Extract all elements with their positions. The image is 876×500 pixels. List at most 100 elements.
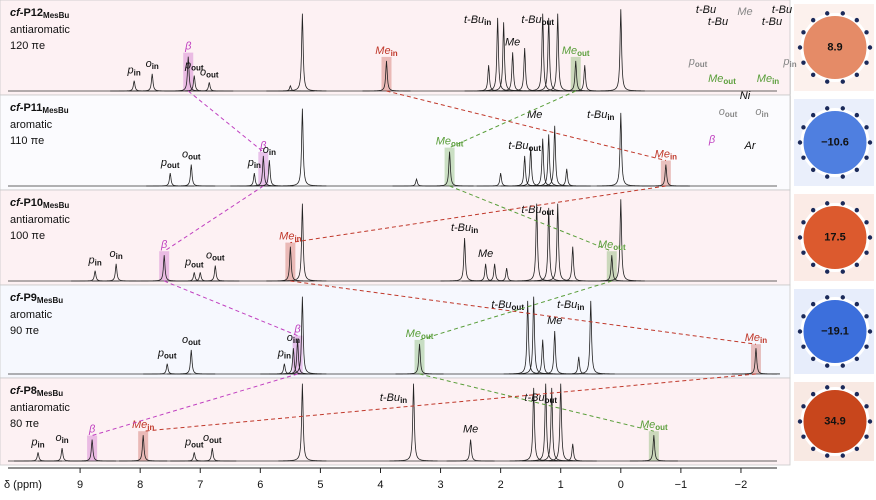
x-tick-label: −1 [675, 479, 688, 491]
text-part: out [529, 144, 542, 153]
panel [0, 377, 791, 466]
peak [596, 9, 645, 92]
peak-label: Meout [406, 328, 434, 341]
text-part: t-Bu [380, 392, 400, 404]
text-part: t-Bu [587, 109, 607, 121]
peak [71, 270, 120, 282]
connector [449, 90, 576, 149]
peak [170, 75, 219, 92]
nics-atom [864, 404, 869, 409]
x-tick-label: 4 [377, 479, 383, 491]
text-part: p [688, 56, 695, 68]
text-part: P11 [23, 102, 42, 114]
nics-atom [854, 262, 860, 268]
nics-atom [854, 167, 860, 173]
peak [533, 203, 582, 282]
text-part: out [512, 303, 525, 312]
peak [470, 263, 519, 282]
spectrum [8, 108, 777, 187]
peak-label: pout [184, 436, 204, 449]
peak [566, 300, 615, 375]
electron-count: 120 πe [10, 40, 45, 52]
structure-label: β [708, 134, 716, 146]
nics-atom [864, 125, 869, 130]
peak [548, 443, 597, 462]
x-tick-label: 7 [197, 479, 203, 491]
text-part: p [184, 256, 191, 268]
spectrum-name: cf-P9MesBu [10, 292, 63, 305]
nics-value: −19.1 [821, 325, 849, 337]
peak-highlight [138, 431, 149, 461]
text-part: in [116, 252, 123, 261]
peak-label: Meout [562, 45, 590, 58]
text-part: t-Bu [557, 299, 577, 311]
peak-label: pin [127, 65, 141, 78]
text-part: t-Bu [521, 204, 541, 216]
nics-atom [801, 30, 806, 35]
nics-atom [854, 112, 860, 118]
peak-label: pout [157, 348, 177, 361]
text-part: out [542, 18, 555, 27]
aromaticity: antiaromatic [10, 24, 70, 36]
x-tick-label: 2 [498, 479, 504, 491]
text-part: Me [505, 36, 520, 48]
text-part: Ni [740, 90, 751, 102]
text-part: in [147, 423, 154, 432]
text-part: β [259, 140, 267, 152]
text-part: t-Bu [491, 299, 511, 311]
peak-label: β [293, 324, 301, 336]
text-part: p [157, 348, 164, 360]
text-part: in [471, 226, 478, 235]
text-part: out [613, 243, 626, 252]
peak [167, 349, 216, 375]
peak [542, 168, 591, 187]
structure-label: oout [719, 106, 738, 119]
peak [191, 265, 240, 282]
peak-label: β [259, 140, 267, 152]
text-part: β [160, 239, 168, 251]
peak-label: pin [247, 157, 261, 170]
nics-atom [797, 329, 803, 334]
connector [449, 185, 612, 252]
structure-label: t-Bu [696, 4, 716, 16]
peak [554, 356, 603, 375]
text-part: in [577, 303, 584, 312]
nics-atom [801, 344, 806, 349]
aromaticity: aromatic [10, 119, 53, 131]
peak [167, 164, 216, 187]
text-part: t-Bu [451, 222, 471, 234]
nics-atom [854, 356, 860, 362]
x-tick-label: 0 [618, 479, 624, 491]
text-part: MesBu [43, 201, 69, 210]
structure-label: Mein [757, 73, 780, 86]
structure-label: Ni [740, 90, 751, 102]
peak-label: pout [184, 256, 204, 269]
nics-atom [864, 314, 869, 319]
text-part: Me [598, 239, 613, 251]
nics-atom [867, 45, 873, 50]
peak [170, 452, 219, 462]
connector [419, 280, 612, 341]
text-part: out [188, 338, 201, 347]
text-part: p [30, 436, 37, 448]
nics-atom [854, 207, 860, 213]
peak-highlight [381, 56, 392, 91]
text-part: Me [737, 6, 752, 18]
nics-atom [810, 207, 816, 213]
text-part: Me [478, 248, 493, 260]
nics-atom [801, 404, 806, 409]
text-part: p [184, 59, 191, 71]
text-part: in [400, 396, 407, 405]
text-part: out [655, 423, 668, 432]
peak [146, 173, 195, 187]
text-part: out [212, 254, 225, 263]
nics-atom [810, 391, 816, 397]
nics-atom [825, 79, 830, 84]
nics-atom [840, 269, 845, 274]
spectrum-name: cf-P8MesBu [10, 385, 63, 398]
peak-label: t-Buin [451, 222, 478, 235]
electron-count: 110 πe [10, 135, 44, 147]
peak-highlight [87, 435, 98, 461]
peak-label: Meout [598, 239, 626, 252]
text-part: in [607, 113, 614, 122]
